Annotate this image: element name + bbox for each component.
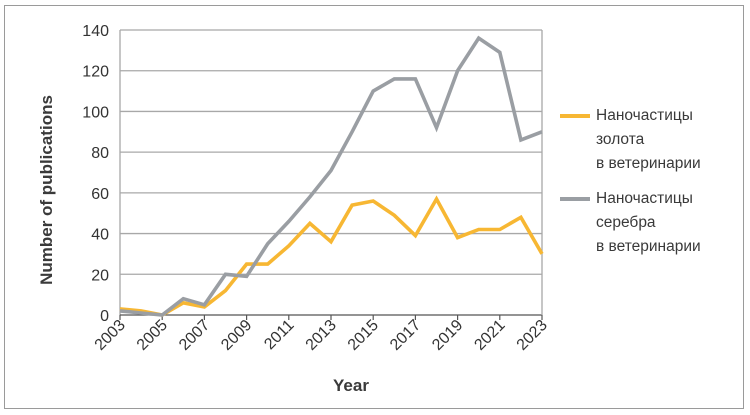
series-lines [119,35,544,317]
y-tick-label-100: 100 [82,104,109,121]
legend-label-silver: Наночастицы серебра в ветеринарии [596,190,701,255]
x-tick-label-2013: 2013 [303,317,340,354]
y-tick-label-140: 140 [82,23,109,40]
legend-label-gold: Наночастицы золота в ветеринарии [596,107,701,172]
y-tick-label-60: 60 [91,186,109,203]
y-tick-label-20: 20 [91,267,109,284]
x-tick-label-2007: 2007 [176,317,213,354]
legend: Наночастицы золота в ветеринарии Наночас… [560,104,740,270]
x-tick-label-2009: 2009 [218,317,255,354]
chart-frame [4,5,744,409]
legend-item-gold: Наночастицы золота в ветеринарии [560,104,740,176]
x-tick-label-2005: 2005 [134,317,171,354]
y-tick-label-0: 0 [100,308,109,325]
y-axis-label: Number of publications [37,95,56,285]
x-tick-labels: 2003 2005 2007 2009 2011 2013 2015 2017 2019 2021… [92,317,551,354]
x-tick-label-2023: 2023 [514,317,551,354]
x-tick-label-2015: 2015 [345,317,382,354]
y-tick-label-120: 120 [82,64,109,81]
axes [119,30,543,320]
y-tick-label-40: 40 [91,227,109,244]
legend-swatch-silver [560,197,590,201]
x-axis-label: Year [333,376,369,395]
x-tick-label-2019: 2019 [429,317,466,354]
x-tick-label-2021: 2021 [471,317,508,354]
series-line-silver [119,35,543,317]
y-tick-label-80: 80 [91,145,109,162]
x-tick-label-2017: 2017 [387,317,424,354]
y-tick-labels: 0 20 40 60 80 100 120 140 [82,23,109,325]
series-line-gold [119,195,544,317]
legend-swatch-gold [560,114,590,118]
x-tick-label-2011: 2011 [261,317,297,353]
grid-lines [120,29,542,275]
legend-item-silver: Наночастицы серебра в ветеринарии [560,187,740,259]
x-tick-label-2003: 2003 [92,317,129,354]
